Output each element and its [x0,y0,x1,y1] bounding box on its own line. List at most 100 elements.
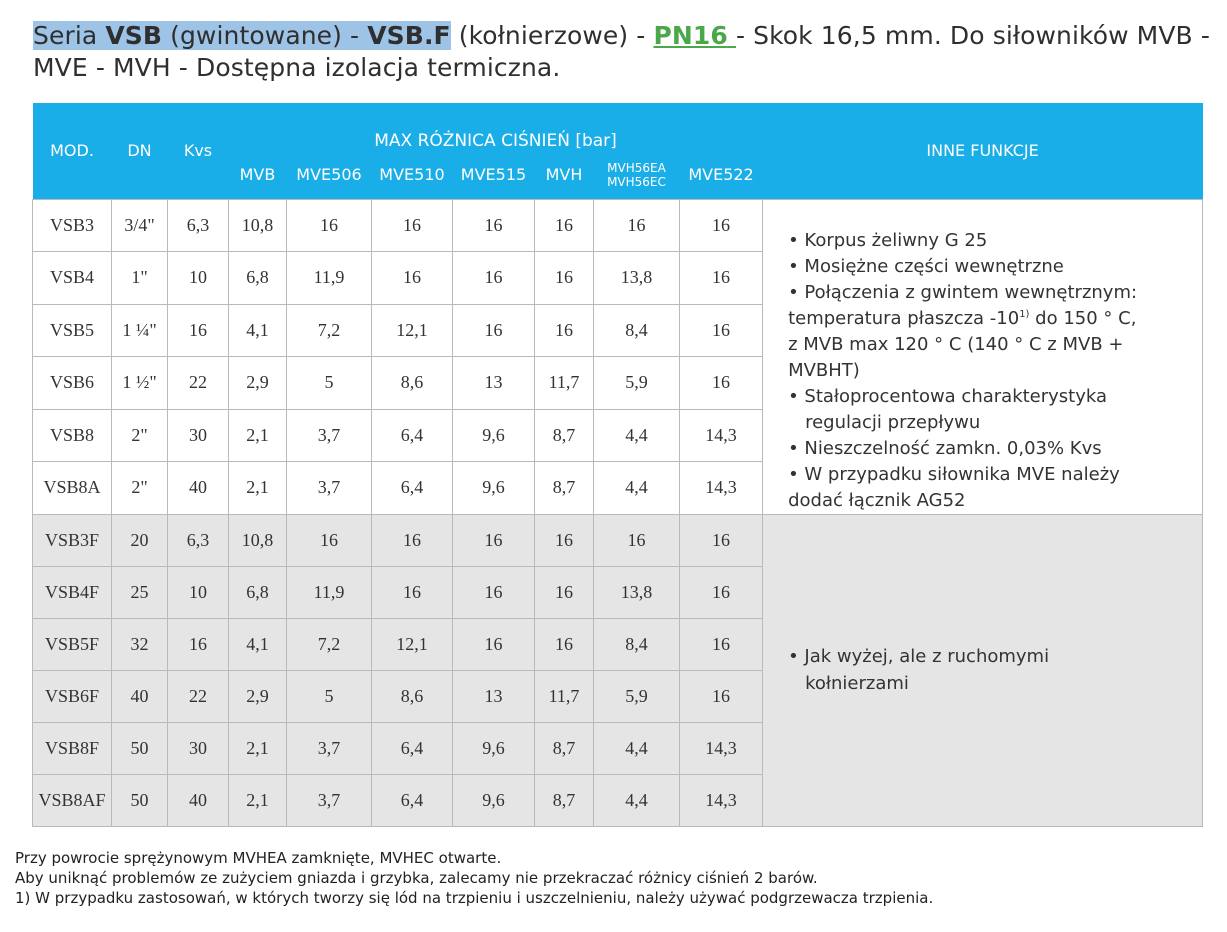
cell-model: VSB8 [32,408,112,462]
header-mvh56ec: MVH56EC [607,174,666,189]
note-line: • Korpus żeliwny G 25 [788,229,988,251]
cell-mve510: 8,6 [371,356,453,410]
table-row: VSB8AF 50 40 2,1 3,7 6,4 9,6 8,7 4,4 14,… [32,773,1203,827]
cell-kvs: 40 [167,461,229,515]
cell-mvh56: 13,8 [593,251,680,305]
header-mve522: MVE522 [679,151,763,199]
cell-mve506: 11,9 [286,251,372,305]
cell-mvh: 16 [534,198,594,252]
title-description: - Skok 16,5 mm. Do siłowników MVB - MVE … [33,21,1210,82]
cell-mve510: 16 [371,198,453,252]
cell-mvh: 11,7 [534,356,594,410]
cell-mve506: 5 [286,669,372,723]
cell-mvb: 2,1 [228,721,287,775]
cell-mve510: 6,4 [371,773,453,827]
cell-mvh56: 5,9 [593,356,680,410]
header-mve515: MVE515 [452,151,535,199]
header-kvs: Kvs [167,103,229,199]
footnote-ref: 1) [1019,308,1030,320]
note-line: MVBHT) [788,359,860,381]
cell-mve510: 16 [371,251,453,305]
cell-dn: 1 ½" [111,356,168,410]
note-line: • Nieszczelność zamkn. 0,03% Kvs [788,437,1102,459]
header-dn: DN [111,103,168,199]
notes-threaded: • Korpus żeliwny G 25 • Mosiężne części … [762,198,1204,515]
header-mod: MOD. [32,103,112,199]
title-vsb: VSB [105,21,163,50]
cell-mve506: 7,2 [286,303,372,357]
cell-mve510: 6,4 [371,461,453,515]
cell-mve522: 14,3 [678,721,764,775]
cell-mvb: 2,1 [228,408,287,462]
cell-mve522: 16 [678,565,764,619]
cell-mvh56: 5,9 [593,669,680,723]
cell-mve510: 16 [371,565,453,619]
cell-model: VSB5 [32,303,112,357]
cell-mve515: 16 [452,565,535,619]
cell-mve515: 16 [452,617,535,671]
note-line: • Mosiężne części wewnętrzne [788,255,1064,277]
cell-mvb: 6,8 [228,565,287,619]
table-row: VSB6 1 ½" 22 2,9 5 8,6 13 11,7 5,9 16 [32,356,1203,410]
cell-mvh: 8,7 [534,461,594,515]
cell-model: VSB5F [32,617,112,671]
cell-mve515: 16 [452,251,535,305]
cell-kvs: 22 [167,669,229,723]
header-mvh: MVH [534,151,594,199]
cell-mvb: 10,8 [228,513,287,567]
cell-mvb: 4,1 [228,617,287,671]
table-row: VSB3 3/4" 6,3 10,8 16 16 16 16 16 16 • K… [32,198,1204,515]
cell-mvh56: 13,8 [593,565,680,619]
cell-kvs: 16 [167,617,229,671]
cell-mvb: 2,9 [228,356,287,410]
cell-mve522: 16 [678,669,764,723]
cell-mvh: 11,7 [534,669,594,723]
table-row: VSB5 1 ¼" 16 4,1 7,2 12,1 16 16 8,4 16 [32,303,1203,357]
cell-model: VSB8A [32,461,112,515]
header-mve506: MVE506 [286,151,372,199]
cell-mvb: 2,1 [228,773,287,827]
cell-mve510: 6,4 [371,408,453,462]
cell-dn: 32 [111,617,168,671]
note-line: • Jak wyżej, ale z ruchomymi [788,646,1050,667]
cell-kvs: 30 [167,408,229,462]
footnotes: Przy powrocie sprężynowym MVHEA zamknięt… [15,848,1215,908]
header-mve510: MVE510 [371,151,453,199]
title-vsbf: VSB.F [367,21,451,50]
cell-mve515: 16 [452,198,535,252]
cell-model: VSB6F [32,669,112,723]
cell-mvh56: 8,4 [593,617,680,671]
cell-mve515: 16 [452,303,535,357]
cell-mve506: 16 [286,198,372,252]
notes-flanged: • Jak wyżej, ale z ruchomymi kołnierzami [762,513,1204,827]
cell-mve522: 16 [678,513,764,567]
cell-model: VSB4 [32,251,112,305]
footnote-stem-heater: 1) W przypadku zastosowań, w których two… [15,889,934,907]
title-pn16: PN16 [653,21,728,50]
cell-mve515: 9,6 [452,721,535,775]
cell-dn: 1" [111,251,168,305]
cell-mve522: 14,3 [678,408,764,462]
header-other-functions: INNE FUNKCJE [762,103,1203,199]
cell-kvs: 10 [167,251,229,305]
table-row: VSB5F 32 16 4,1 7,2 12,1 16 16 8,4 16 [32,617,1203,671]
cell-model: VSB6 [32,356,112,410]
cell-mvb: 6,8 [228,251,287,305]
cell-mve506: 3,7 [286,461,372,515]
cell-kvs: 40 [167,773,229,827]
cell-model: VSB8F [32,721,112,775]
valve-spec-table: MOD. DN Kvs MAX RÓŻNICA CIŚNIEŃ [bar] IN… [32,103,1204,827]
cell-dn: 25 [111,565,168,619]
cell-mve510: 16 [371,513,453,567]
cell-mvh: 16 [534,303,594,357]
header-mvb: MVB [228,151,287,199]
cell-mve522: 16 [678,356,764,410]
cell-dn: 3/4" [111,198,168,252]
cell-mve506: 3,7 [286,773,372,827]
header-max-pressure-difference: MAX RÓŻNICA CIŚNIEŃ [bar] [228,103,763,151]
note-line: regulacji przepływu [805,411,981,433]
cell-mvb: 4,1 [228,303,287,357]
cell-kvs: 22 [167,356,229,410]
cell-mvh56: 4,4 [593,408,680,462]
cell-mvh: 16 [534,617,594,671]
